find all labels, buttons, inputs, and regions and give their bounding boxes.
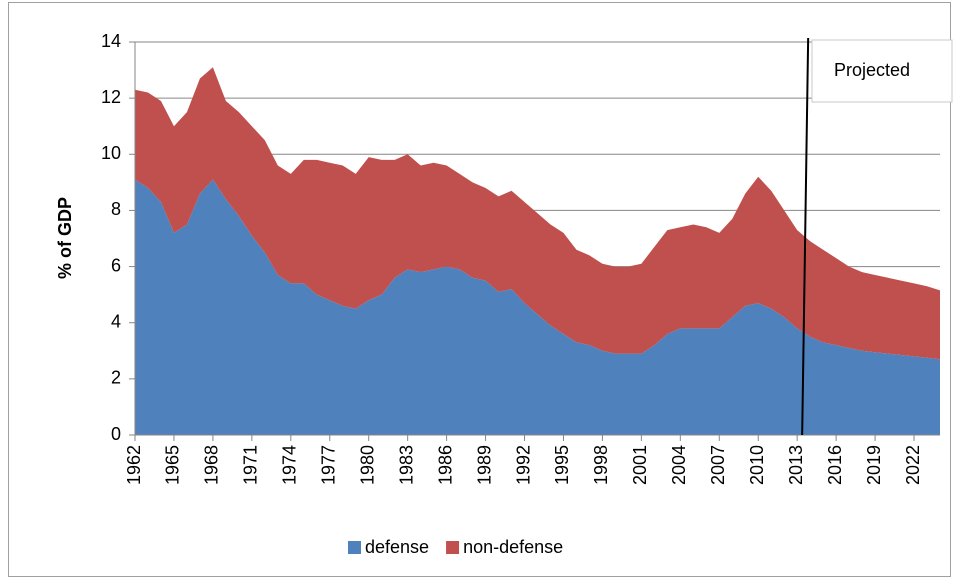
x-tick-label: 2010 (747, 445, 767, 485)
x-tick-label: 1986 (435, 445, 455, 485)
annotation-box (811, 39, 953, 103)
x-tick-label: 1995 (552, 445, 572, 485)
x-tick-label: 1977 (319, 445, 339, 485)
legend-label: defense (365, 537, 429, 557)
y-tick-label: 12 (101, 87, 121, 107)
x-tick-label: 2001 (630, 445, 650, 485)
x-tick-label: 1989 (474, 445, 494, 485)
area (135, 67, 940, 360)
x-tick-label: 2022 (903, 445, 923, 485)
y-tick-label: 2 (111, 368, 121, 388)
x-tick-label: 2013 (786, 445, 806, 485)
x-tick-label: 2019 (864, 445, 884, 485)
y-tick-label: 0 (111, 424, 121, 444)
legend-swatch (446, 541, 460, 554)
x-tick-label: 1971 (241, 445, 261, 485)
annotation: Projected (834, 60, 910, 80)
x-tick-label: 2007 (708, 445, 728, 485)
legend-swatch (348, 541, 361, 554)
y-tick-label: 8 (111, 199, 121, 219)
y-tick-label: 10 (101, 143, 121, 163)
y-tick-label: 6 (111, 255, 121, 275)
x-tick-label: 1980 (357, 445, 377, 485)
y-axis-label: % of GDP (55, 197, 75, 279)
projection-line (801, 37, 810, 436)
x-tick-label: 1992 (513, 445, 533, 485)
x-tick-label: 1968 (202, 445, 222, 485)
y-tick-label: 14 (101, 31, 121, 51)
x-tick-label: 1962 (124, 445, 144, 485)
axes: 0 2 4 6 8 10 12 14 1962 1965 1968 1971 1974 1977 1980 1… (101, 31, 940, 485)
x-tick-label: 2016 (825, 445, 845, 485)
x-tick-label: 1983 (396, 445, 416, 485)
x-tick-label: 1965 (163, 445, 183, 485)
x-tick-label: 2004 (669, 445, 689, 485)
area (135, 179, 940, 435)
areas (135, 67, 940, 435)
legend-label: non-defense (463, 537, 563, 557)
x-tick-label: 1998 (591, 445, 611, 485)
x-tick-label: 1974 (280, 445, 300, 485)
y-tick-label: 4 (111, 311, 121, 331)
